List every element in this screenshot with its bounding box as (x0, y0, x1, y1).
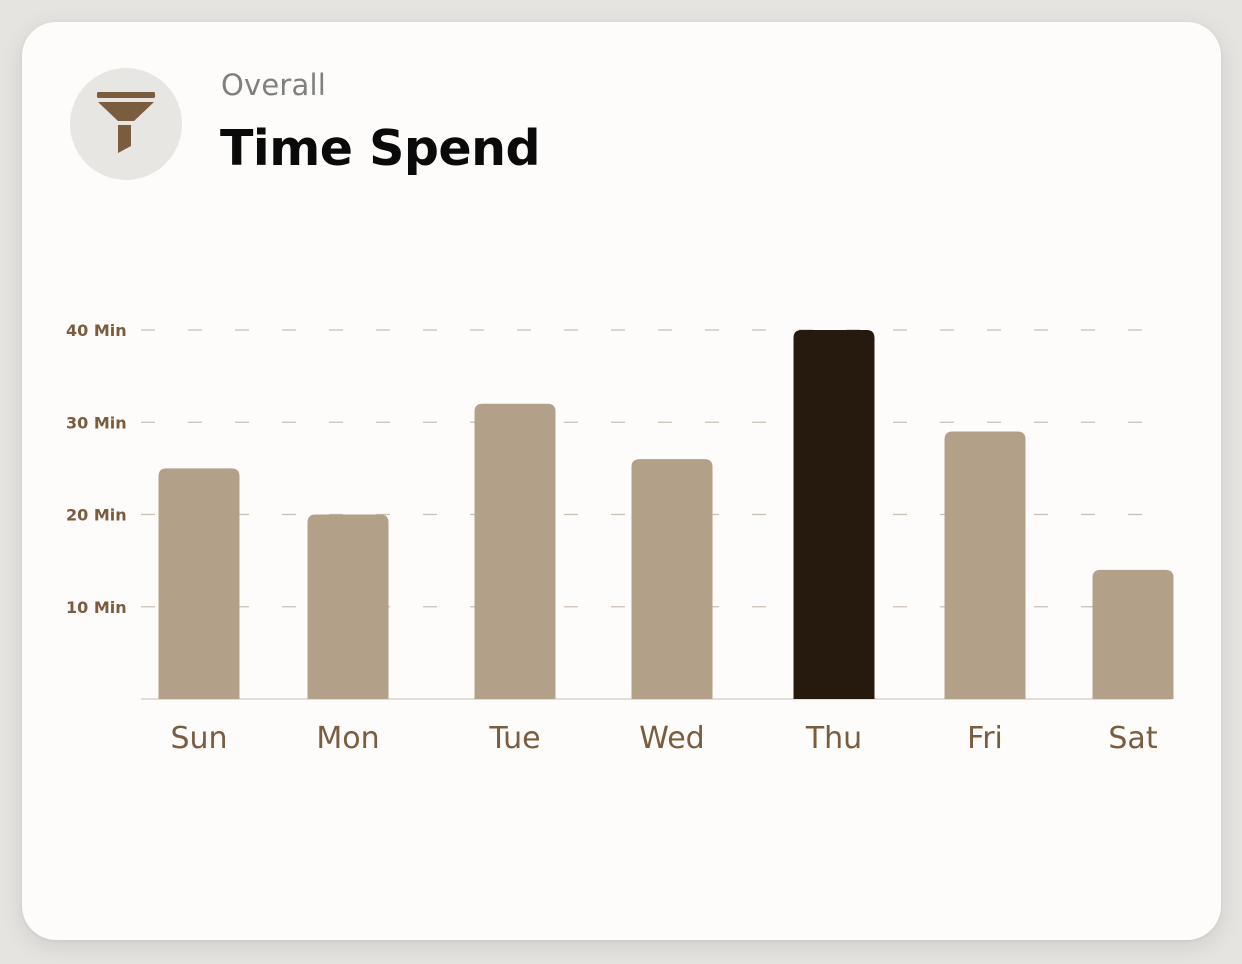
bar-sun (158, 468, 240, 699)
bar-thu (793, 330, 875, 699)
bar-tue (474, 403, 556, 699)
x-tick-label: Wed (639, 721, 704, 756)
x-tick-label: Fri (967, 721, 1003, 756)
funnel-icon (97, 92, 155, 153)
bar-fri (944, 431, 1026, 699)
filter-button[interactable] (70, 68, 182, 180)
y-tick-label: 20 Min (66, 506, 127, 525)
x-tick-label: Mon (316, 721, 379, 756)
x-tick-label: Sat (1108, 721, 1157, 756)
bar-wed (631, 459, 713, 699)
x-tick-label: Sun (170, 721, 227, 756)
x-tick-label: Tue (488, 721, 540, 756)
bar-sat (1092, 569, 1174, 699)
overall-label: Overall (221, 68, 327, 102)
y-tick-label: 10 Min (66, 598, 127, 617)
card-title: Time Spend (220, 120, 541, 177)
bar-mon (307, 514, 389, 699)
y-tick-label: 40 Min (66, 321, 127, 340)
y-tick-label: 30 Min (66, 413, 127, 432)
x-tick-label: Thu (805, 721, 862, 756)
